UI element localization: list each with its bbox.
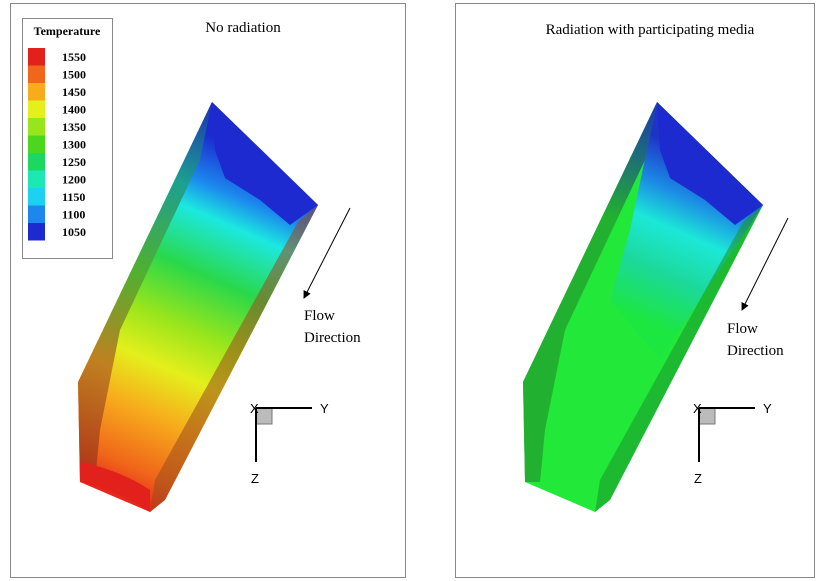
flow-arrow [303, 207, 351, 299]
flow-label: Direction [727, 343, 784, 359]
legend-swatch [28, 153, 45, 171]
legend-swatch [28, 48, 45, 66]
legend-label: 1150 [62, 190, 85, 204]
legend-label: 1200 [62, 173, 86, 187]
legend-label: 1250 [62, 155, 86, 169]
legend-swatch [28, 135, 45, 153]
duct-hot [78, 102, 318, 512]
flow-label: Direction [304, 330, 361, 346]
axis-triad [255, 407, 755, 462]
axis-label: Y [320, 401, 329, 416]
axis-label: Z [251, 471, 259, 486]
legend-swatch [28, 100, 45, 118]
legend-swatch [28, 188, 45, 206]
legend-label: 1450 [62, 85, 86, 99]
duct-cool [523, 102, 763, 512]
legend-swatch [28, 83, 45, 101]
legend-label: 1300 [62, 138, 86, 152]
panel-frame [455, 3, 815, 578]
flow-arrow [741, 217, 789, 311]
legend-label: 1500 [62, 68, 86, 82]
legend-label: 1550 [62, 50, 86, 64]
legend: Temperature 1550 1500 1450 1400 1350 1300 1250… [22, 18, 113, 259]
flow-label: Flow [304, 308, 335, 324]
axis-label: X [693, 401, 702, 416]
legend-swatch [28, 205, 45, 223]
legend-swatch [28, 118, 45, 136]
axis-label: Y [763, 401, 772, 416]
legend-swatch [28, 223, 45, 241]
legend-label: 1100 [62, 208, 85, 222]
axis-label: X [250, 401, 259, 416]
axis-label: Z [694, 471, 702, 486]
legend-label: 1350 [62, 120, 86, 134]
panel-title: No radiation [205, 20, 281, 36]
legend-swatch [28, 65, 45, 83]
panel-frame [10, 3, 406, 578]
legend-label: 1400 [62, 103, 86, 117]
legend-title: Temperature [34, 24, 101, 38]
legend-swatch [28, 170, 45, 188]
flow-label: Flow [727, 321, 758, 337]
legend-label: 1050 [62, 225, 86, 239]
panel-title: Radiation with participating media [546, 22, 755, 38]
